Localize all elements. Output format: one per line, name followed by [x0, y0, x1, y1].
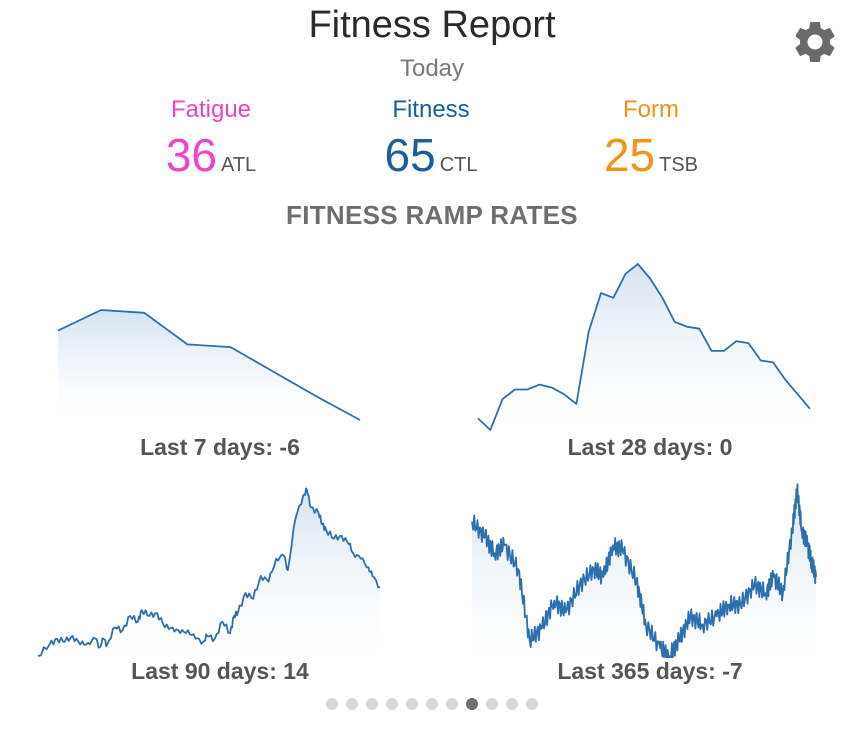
chart-area-fill	[58, 310, 360, 422]
metric-fitness: Fitness 65 CTL	[321, 96, 541, 178]
chart-last-28-days: Last 28 days: 0	[460, 250, 840, 470]
chart-caption: Last 7 days: -6	[140, 434, 300, 460]
chart-area-fill	[38, 488, 380, 658]
chart-area-fill	[472, 484, 816, 658]
page-dot[interactable]	[406, 698, 418, 710]
chart-caption: Last 28 days: 0	[567, 434, 733, 460]
chart-last-7-days: Last 7 days: -6	[30, 250, 410, 470]
chart-caption: Last 90 days: 14	[131, 658, 309, 684]
page-title: Fitness Report	[308, 4, 556, 46]
page-dot[interactable]	[526, 698, 538, 710]
metric-value: 65	[384, 129, 436, 181]
chart-last-90-days: Last 90 days: 14	[30, 478, 410, 698]
metric-value: 25	[603, 129, 656, 181]
metric-label: Fatigue	[170, 96, 252, 123]
chart-series-line	[477, 263, 811, 431]
metric-fatigue: Fatigue 36 ATL	[101, 96, 321, 178]
page-dot[interactable]	[426, 698, 438, 710]
metric-value: 36	[165, 129, 217, 181]
metric-unit: CTL	[439, 154, 478, 176]
page-dot[interactable]	[446, 698, 458, 710]
page-dot[interactable]	[386, 698, 398, 710]
chart-series-line	[471, 483, 817, 658]
page-dot[interactable]	[506, 698, 518, 710]
page-dot[interactable]	[366, 698, 378, 710]
metric-label: Fitness	[392, 96, 470, 123]
page-dot[interactable]	[486, 698, 498, 710]
chart-area-fill	[478, 264, 810, 432]
metric-unit: TSB	[659, 154, 699, 176]
page-dot[interactable]	[346, 698, 358, 710]
metric-unit: ATL	[220, 154, 257, 176]
chart-caption: Last 365 days: -7	[557, 658, 743, 684]
chart-last-365-days: Last 365 days: -7	[460, 478, 840, 698]
page-dot[interactable]	[466, 698, 478, 710]
metric-form: Form 25 TSB	[541, 96, 761, 178]
metric-label: Form	[623, 96, 679, 123]
section-title: FITNESS RAMP RATES	[286, 200, 578, 230]
chart-series-line	[37, 487, 381, 657]
page-subtitle: Today	[399, 55, 465, 82]
page-indicator	[0, 697, 864, 715]
gear-icon[interactable]	[790, 17, 840, 67]
chart-series-line	[57, 309, 361, 421]
page-dot[interactable]	[326, 698, 338, 710]
